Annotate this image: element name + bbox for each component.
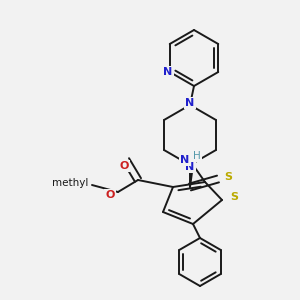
Text: H: H [193, 151, 201, 161]
Text: S: S [224, 172, 232, 182]
Text: S: S [230, 192, 238, 202]
Text: N: N [185, 162, 195, 172]
Text: O: O [105, 190, 115, 200]
Text: methyl: methyl [52, 178, 88, 188]
Text: N: N [185, 98, 195, 108]
Text: N: N [180, 155, 190, 165]
Text: N: N [163, 67, 172, 77]
Text: O: O [119, 161, 129, 171]
